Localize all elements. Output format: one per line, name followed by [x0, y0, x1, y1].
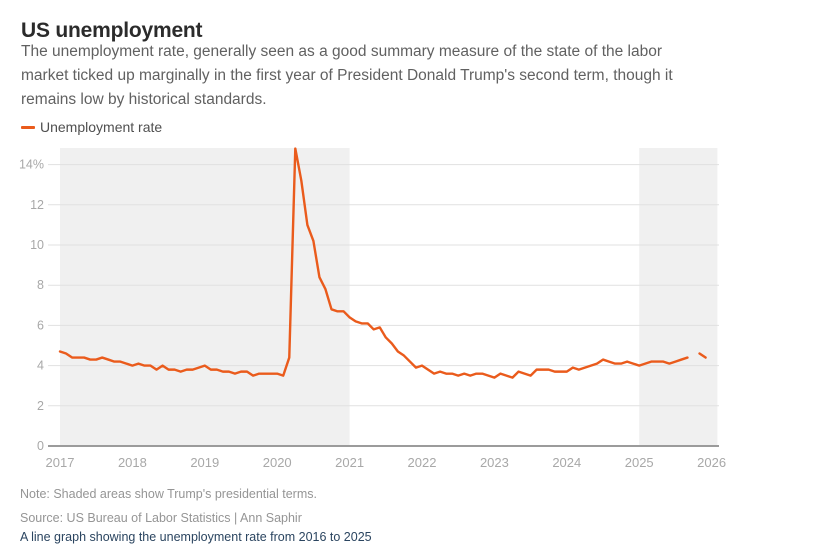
chart-alt-caption-link[interactable]: A line graph showing the unemployment ra…	[20, 530, 372, 544]
description-line: The unemployment rate, generally seen as…	[21, 43, 663, 60]
y-axis-tick-label: 2	[37, 399, 44, 413]
x-axis-tick-label: 2024	[552, 455, 581, 470]
x-axis-tick-label: 2019	[190, 455, 219, 470]
unemployment-rate-line	[58, 147, 707, 379]
legend-label: Unemployment rate	[40, 119, 163, 135]
x-axis-tick-label: 2018	[118, 455, 147, 470]
page-title: US unemployment	[21, 19, 203, 43]
x-axis-tick-label: 2023	[480, 455, 509, 470]
presidential-term-shading	[60, 148, 350, 446]
y-axis-tick-label: 14%	[19, 158, 44, 172]
x-axis-tick-label: 2020	[263, 455, 292, 470]
x-axis-tick-label: 2017	[46, 455, 75, 470]
y-axis-tick-label: 6	[37, 318, 44, 332]
x-axis-tick-label: 2026	[697, 455, 726, 470]
y-axis-tick-label: 12	[30, 198, 44, 212]
unemployment-line-chart: 0 2 4 6 8 10 12 14% 2017 2018 2019 2020 2021 2022 2023…	[0, 140, 834, 480]
x-axis-tick-label: 2021	[335, 455, 364, 470]
chart-note: Note: Shaded areas show Trump's presiden…	[20, 487, 317, 501]
chart-description: The unemployment rate, generally seen as…	[21, 40, 741, 112]
presidential-term-shading	[639, 148, 718, 446]
y-axis-tick-label: 8	[37, 278, 44, 292]
y-axis-tick-label: 4	[37, 359, 44, 373]
x-axis-tick-label: 2025	[625, 455, 654, 470]
y-axis-tick-label: 0	[37, 439, 44, 453]
chart-source: Source: US Bureau of Labor Statistics | …	[20, 511, 302, 525]
description-line: market ticked up marginally in the first…	[21, 67, 673, 84]
legend-line-swatch	[21, 125, 35, 129]
y-axis-tick-label: 10	[30, 238, 44, 252]
x-axis-tick-label: 2022	[408, 455, 437, 470]
chart-legend: Unemployment rate	[21, 119, 162, 135]
description-line: remains low by historical standards.	[21, 91, 267, 108]
line-chart-canvas: 0 2 4 6 8 10 12 14% 2017 2018 2019 2020 2021 2022 2023…	[19, 147, 726, 470]
